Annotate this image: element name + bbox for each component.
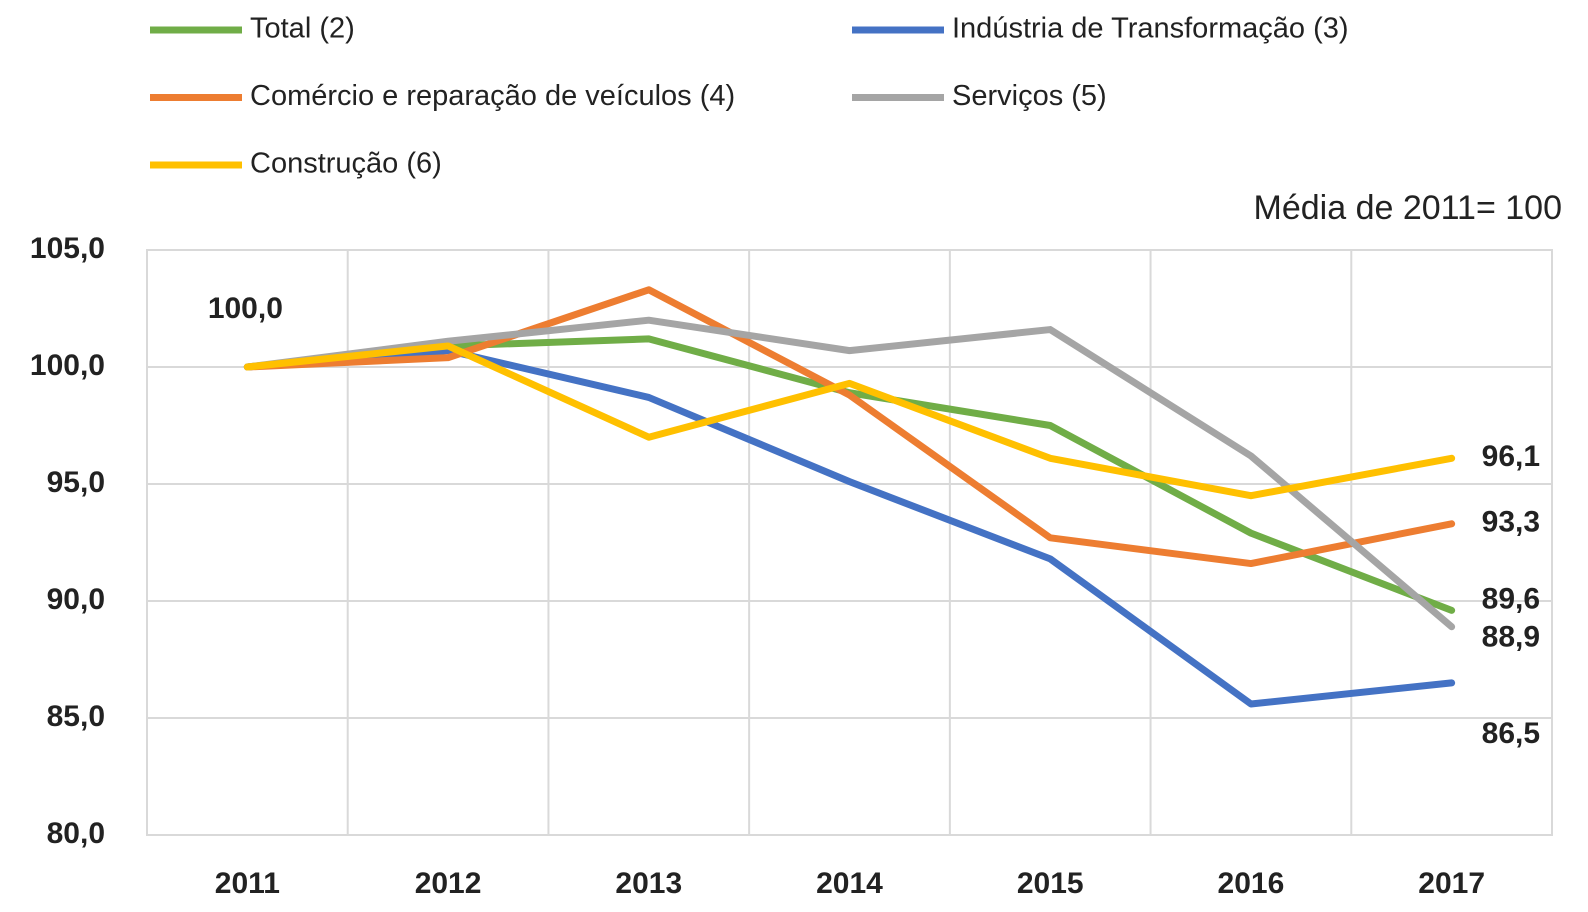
data-label: 89,6	[1482, 582, 1540, 615]
series-line	[243, 347, 1456, 708]
series-line	[243, 342, 1456, 500]
x-tick-label: 2017	[1418, 867, 1485, 900]
x-tick-label: 2012	[415, 867, 482, 900]
legend-label: Comércio e reparação de veículos (4)	[250, 80, 735, 112]
legend-label: Serviços (5)	[952, 80, 1107, 112]
x-tick-label: 2014	[816, 867, 883, 900]
x-tick-label: 2016	[1218, 867, 1285, 900]
legend-label: Total (2)	[250, 13, 355, 45]
data-label: 100,0	[208, 292, 283, 325]
y-tick-label: 100,0	[30, 349, 105, 382]
data-label: 88,9	[1482, 621, 1540, 654]
legend-label: Indústria de Transformação (3)	[952, 13, 1349, 45]
series-line	[243, 286, 1456, 568]
data-label: 96,1	[1482, 440, 1540, 473]
subtitle: Média de 2011= 100	[1254, 189, 1562, 227]
y-tick-label: 80,0	[47, 817, 105, 850]
series-line	[243, 316, 1456, 631]
x-tick-label: 2015	[1017, 867, 1084, 900]
y-tick-label: 95,0	[47, 466, 105, 499]
x-tick-label: 2013	[615, 867, 682, 900]
x-tick-label: 2011	[215, 867, 280, 900]
y-tick-label: 85,0	[47, 700, 105, 733]
y-tick-label: 105,0	[30, 232, 105, 265]
legend-label: Construção (6)	[250, 148, 442, 180]
data-label: 93,3	[1482, 506, 1540, 539]
y-tick-label: 90,0	[47, 583, 105, 616]
data-label: 86,5	[1482, 717, 1540, 750]
